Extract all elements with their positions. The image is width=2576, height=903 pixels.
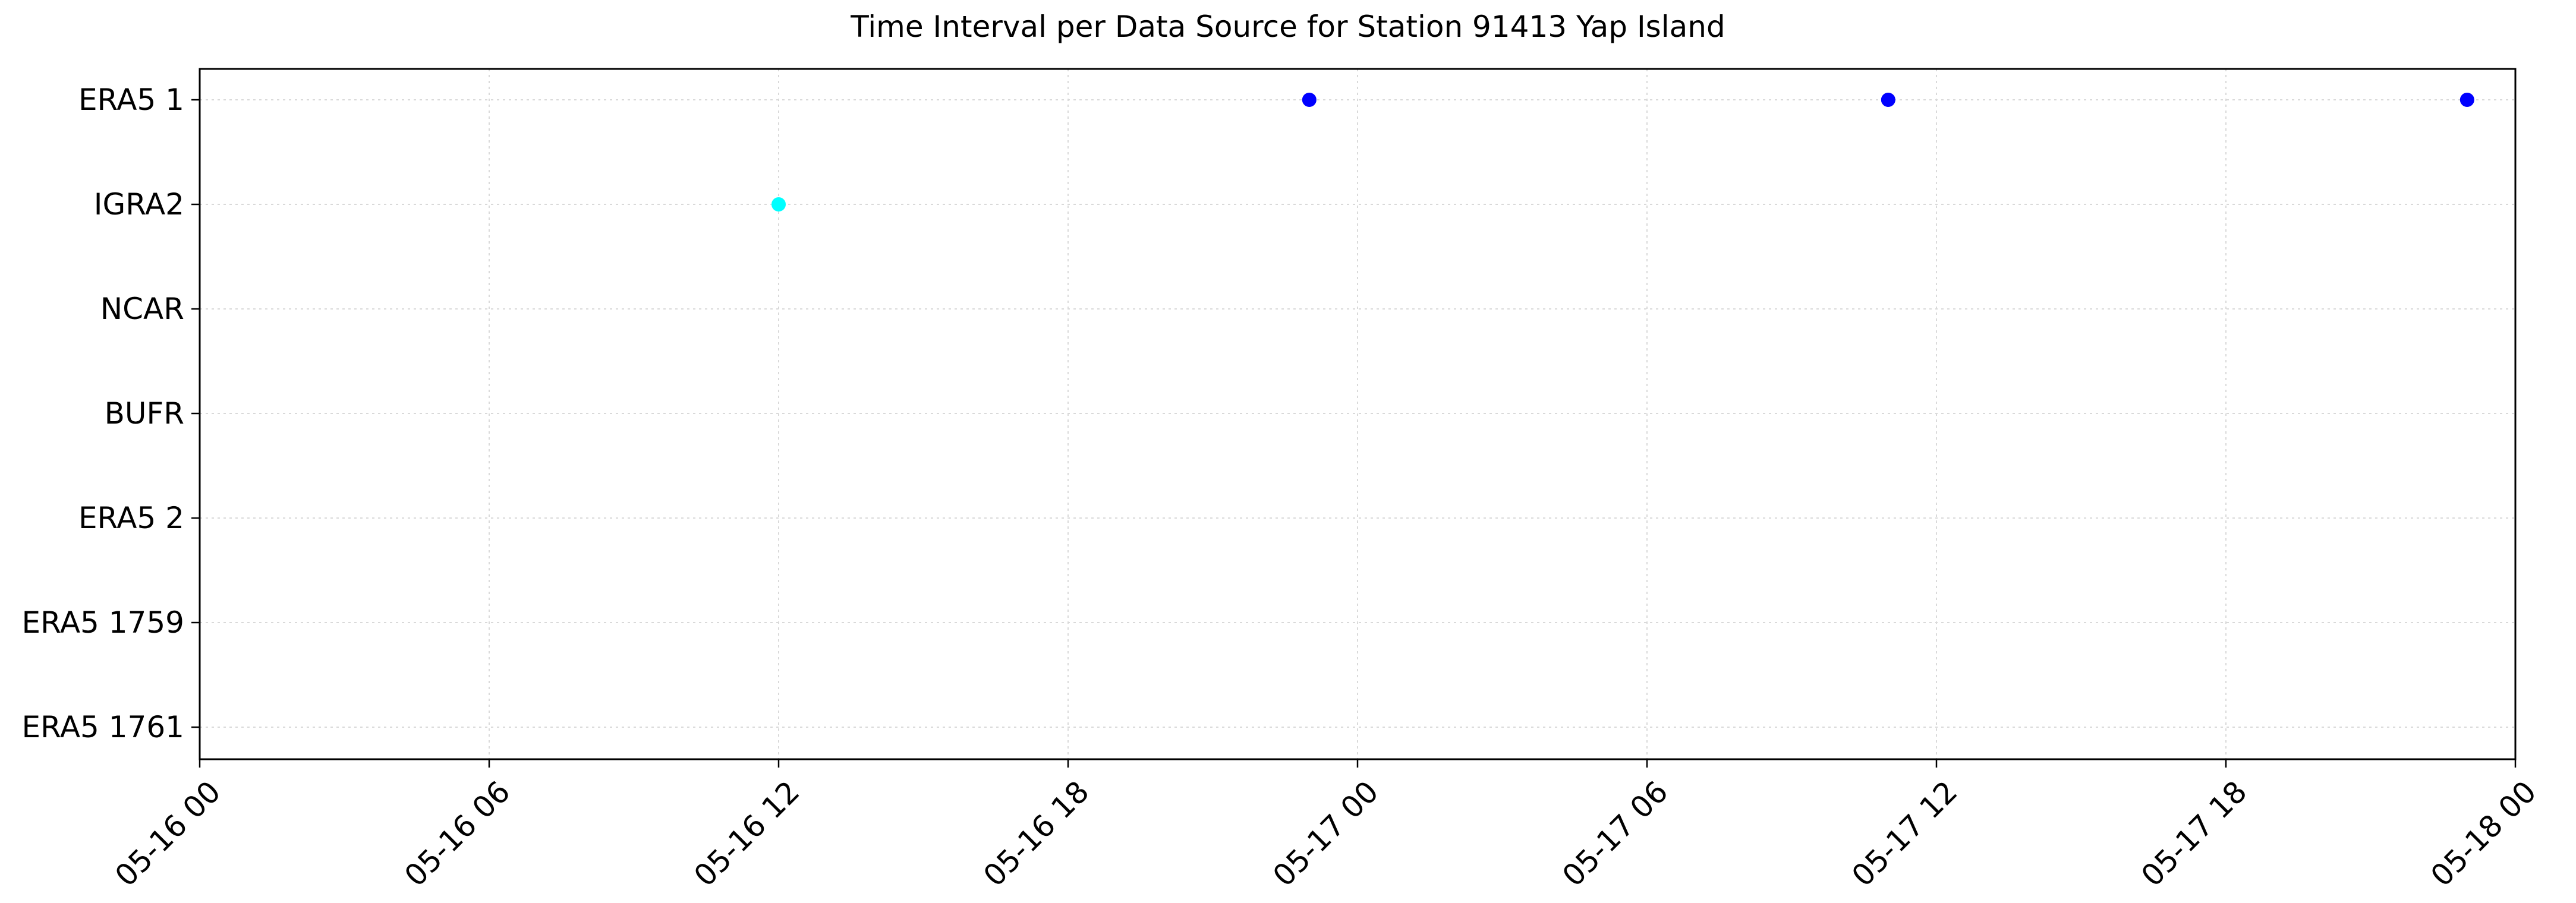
y-tick-label: NCAR [100, 292, 184, 326]
data-point [2460, 93, 2474, 107]
x-tick-labels: 05-16 00 05-16 06 05-16 12 05-16 18 05-17 00… [109, 774, 2543, 893]
x-tick-label: 05-17 00 [1267, 774, 1385, 893]
data-point [1302, 93, 1317, 107]
x-tick-label: 05-16 18 [977, 774, 1096, 893]
grid-layer [199, 69, 2516, 759]
y-tick-label: ERA5 1761 [22, 710, 184, 744]
data-points [771, 93, 2474, 211]
data-point [1881, 93, 1895, 107]
x-tick-label: 05-17 12 [1846, 774, 1964, 893]
x-tick-label: 05-16 00 [109, 774, 228, 893]
y-tick-label: ERA5 1759 [22, 605, 184, 640]
y-tick-labels: ERA5 1 IGRA2 NCAR BUFR ERA5 2 ERA5 1759 ERA5 1… [22, 83, 184, 744]
tick-layer [191, 99, 2517, 768]
y-tick-label: ERA5 2 [78, 501, 184, 535]
x-tick-label: 05-16 12 [688, 774, 807, 893]
x-tick-label: 05-16 06 [398, 774, 517, 893]
x-tick-label: 05-17 06 [1556, 774, 1675, 893]
y-tick-label: IGRA2 [94, 187, 184, 222]
chart-title: Time Interval per Data Source for Statio… [850, 10, 1725, 44]
y-tick-label: ERA5 1 [78, 83, 184, 117]
y-tick-label: BUFR [105, 396, 184, 431]
data-point [771, 197, 786, 211]
x-tick-label: 05-18 00 [2424, 774, 2543, 893]
x-tick-label: 05-17 18 [2135, 774, 2254, 893]
plot-frame [199, 68, 2517, 760]
